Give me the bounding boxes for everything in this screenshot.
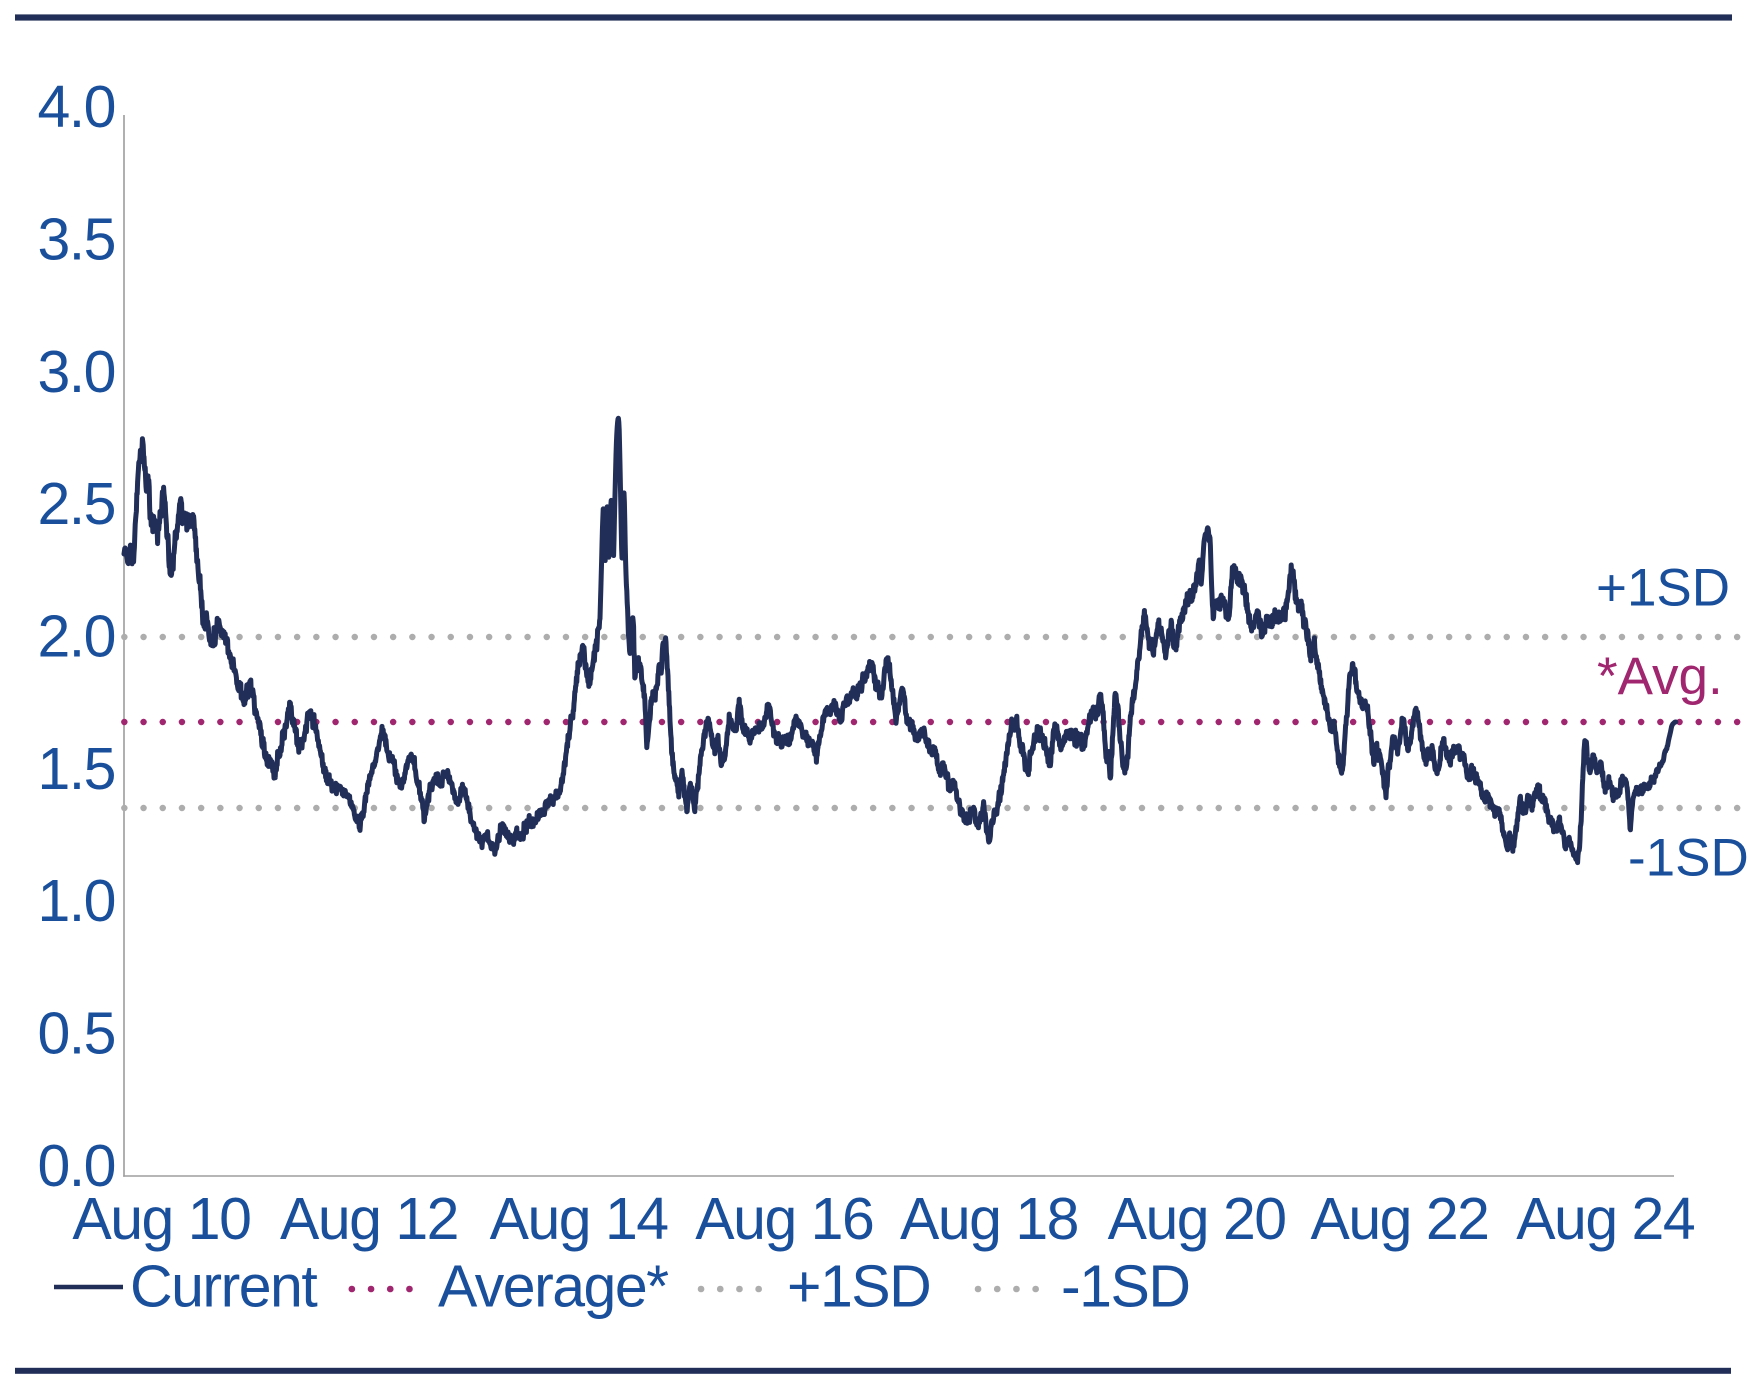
svg-text:Aug 22: Aug 22 bbox=[1311, 1186, 1489, 1252]
svg-text:0.5: 0.5 bbox=[37, 1001, 115, 1067]
svg-text:Aug 12: Aug 12 bbox=[280, 1186, 458, 1252]
svg-text:Aug 14: Aug 14 bbox=[490, 1186, 669, 1252]
svg-text:2.5: 2.5 bbox=[37, 471, 115, 537]
svg-text:Aug 18: Aug 18 bbox=[900, 1186, 1078, 1252]
svg-text:Current: Current bbox=[130, 1254, 317, 1320]
svg-text:+1SD: +1SD bbox=[787, 1254, 930, 1320]
svg-text:-1SD: -1SD bbox=[1628, 829, 1748, 888]
svg-text:2.0: 2.0 bbox=[37, 603, 115, 669]
svg-text:1.5: 1.5 bbox=[37, 736, 115, 802]
svg-text:0.0: 0.0 bbox=[37, 1133, 115, 1199]
svg-text:-1SD: -1SD bbox=[1061, 1254, 1189, 1320]
svg-text:3.0: 3.0 bbox=[37, 339, 115, 405]
svg-text:Average*: Average* bbox=[438, 1254, 669, 1320]
svg-text:Aug 10: Aug 10 bbox=[72, 1186, 250, 1252]
svg-text:Aug 20: Aug 20 bbox=[1108, 1186, 1286, 1252]
svg-text:4.0: 4.0 bbox=[37, 74, 115, 140]
svg-text:1.0: 1.0 bbox=[37, 868, 115, 934]
svg-text:3.5: 3.5 bbox=[37, 206, 115, 272]
svg-text:+1SD: +1SD bbox=[1596, 559, 1730, 618]
svg-text:Aug 24: Aug 24 bbox=[1516, 1186, 1695, 1252]
svg-text:*Avg.: *Avg. bbox=[1597, 647, 1723, 706]
svg-text:Aug 16: Aug 16 bbox=[695, 1186, 873, 1252]
